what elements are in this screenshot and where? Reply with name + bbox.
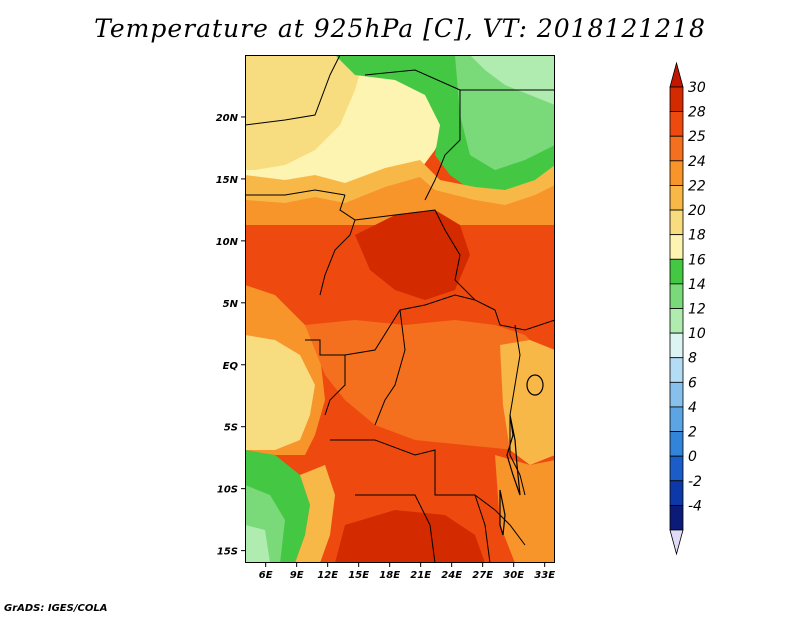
southwest-palegreen <box>245 525 270 563</box>
lon-tick-label: 24E <box>441 570 462 581</box>
lon-tick-label: 27E <box>472 570 493 581</box>
colorbar-segment <box>669 135 684 162</box>
colorbar-label: 12 <box>688 302 706 318</box>
colorbar-label: 14 <box>688 277 706 293</box>
colorbar-segment <box>669 86 684 113</box>
colorbar-label: 8 <box>688 351 697 367</box>
colorbar-segment <box>669 455 684 482</box>
colorbar-label: 22 <box>688 178 706 194</box>
colorbar-label: 25 <box>688 129 706 145</box>
colorbar-segment <box>669 160 684 186</box>
colorbar-segment <box>669 381 684 408</box>
lon-tick-label: 12E <box>317 570 338 581</box>
colorbar-label: 4 <box>688 400 697 416</box>
colorbar-label: 20 <box>688 203 706 219</box>
colorbar-label: 16 <box>688 252 706 268</box>
lat-tick-label: EQ <box>223 361 239 372</box>
central-hot-core <box>355 210 470 300</box>
lon-tick-label: 6E <box>259 570 273 581</box>
colorbar-segment <box>669 185 684 211</box>
colorbar-label: 28 <box>688 105 706 121</box>
colorbar-label: -4 <box>688 498 702 514</box>
sahara-pale-zone <box>245 55 365 170</box>
southern-hot-core <box>335 510 485 563</box>
lat-tick-label: 5N <box>223 299 239 310</box>
colorbar-segment <box>669 209 684 236</box>
colorbar-under-triangle <box>669 529 684 556</box>
colorbar-label: 18 <box>688 228 706 244</box>
colorbar-label: 6 <box>688 375 697 391</box>
southeast-warm <box>495 455 555 563</box>
lat-tick-label: 10S <box>217 485 238 496</box>
lon-tick-label: 33E <box>534 570 555 581</box>
map-border <box>245 55 555 563</box>
colorbar-label: -2 <box>688 474 702 490</box>
lon-tick-label: 9E <box>290 570 304 581</box>
lat-tick-label: 15N <box>216 175 239 186</box>
grads-credit: GrADS: IGES/COLA <box>4 603 108 614</box>
angola-coast-yellow <box>295 465 335 563</box>
colorbar-label: 24 <box>688 154 706 170</box>
lon-tick-label: 18E <box>379 570 400 581</box>
colorbar-over-triangle <box>669 61 684 88</box>
colorbar-segment <box>669 283 684 309</box>
lon-tick-label: 21E <box>410 570 431 581</box>
colorbar-segment <box>669 234 684 260</box>
northeast-palegreen-zone <box>470 55 555 105</box>
colorbar-segment <box>669 332 684 359</box>
colorbar-segment <box>669 406 684 432</box>
colorbar-segment <box>669 308 684 334</box>
temperature-map <box>245 55 555 563</box>
colorbar-segment <box>669 357 684 383</box>
lat-tick-label: 15S <box>217 547 238 558</box>
colorbar-label: 10 <box>688 326 706 342</box>
sahel-yellow <box>245 160 555 205</box>
colorbar-segment <box>669 258 684 285</box>
colorbar-label: 0 <box>688 449 697 465</box>
colorbar-segment <box>669 431 684 457</box>
lat-tick-label: 20N <box>216 113 239 124</box>
sahel-transition <box>245 170 555 225</box>
colorbar-segment <box>669 504 684 531</box>
lakes <box>499 374 544 536</box>
chart-title: Temperature at 925hPa [C], VT: 201812121… <box>94 14 706 43</box>
colorbar-label: 30 <box>688 80 706 96</box>
gabon-yellow <box>245 335 315 450</box>
colorbar-segment <box>669 111 684 137</box>
lon-tick-label: 15E <box>348 570 369 581</box>
colorbar-segment <box>669 480 684 506</box>
lat-tick-label: 5S <box>224 423 238 434</box>
colorbar-label: 2 <box>688 425 697 441</box>
congo-basin-warm <box>305 320 555 450</box>
lat-tick-label: 10N <box>216 237 239 248</box>
lon-tick-label: 30E <box>503 570 524 581</box>
